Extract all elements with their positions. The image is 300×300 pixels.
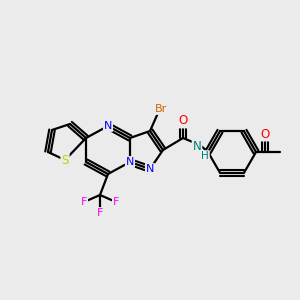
Text: S: S xyxy=(61,154,69,166)
Text: N: N xyxy=(126,157,134,167)
Text: F: F xyxy=(113,197,119,207)
Text: H: H xyxy=(201,151,209,161)
Text: O: O xyxy=(260,128,270,140)
Text: N: N xyxy=(104,121,112,131)
Text: N: N xyxy=(193,140,201,154)
Text: F: F xyxy=(81,197,87,207)
Text: N: N xyxy=(146,164,154,174)
Text: Br: Br xyxy=(155,104,167,114)
Text: O: O xyxy=(178,115,188,128)
Text: F: F xyxy=(97,208,103,218)
